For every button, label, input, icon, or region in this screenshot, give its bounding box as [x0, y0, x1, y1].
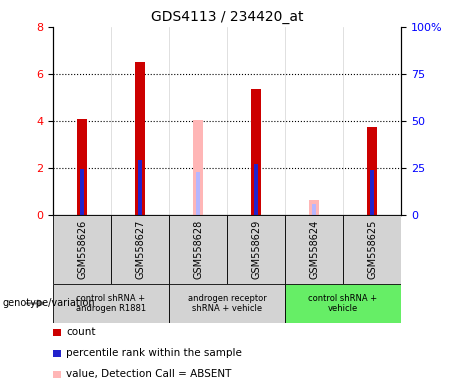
FancyBboxPatch shape	[285, 284, 401, 323]
Bar	[370, 170, 374, 215]
FancyBboxPatch shape	[111, 215, 169, 284]
Text: GSM558624: GSM558624	[309, 220, 319, 279]
FancyBboxPatch shape	[343, 215, 401, 284]
Text: control shRNA +
vehicle: control shRNA + vehicle	[308, 294, 378, 313]
Bar	[138, 160, 142, 215]
Text: GSM558629: GSM558629	[251, 220, 261, 279]
Bar	[80, 169, 84, 215]
FancyBboxPatch shape	[53, 284, 169, 323]
Text: value, Detection Call = ABSENT: value, Detection Call = ABSENT	[66, 369, 231, 379]
FancyBboxPatch shape	[169, 215, 227, 284]
FancyBboxPatch shape	[285, 215, 343, 284]
Text: androgen receptor
shRNA + vehicle: androgen receptor shRNA + vehicle	[188, 294, 266, 313]
Bar	[196, 172, 200, 215]
Bar	[367, 127, 377, 215]
Text: genotype/variation: genotype/variation	[2, 298, 95, 308]
Title: GDS4113 / 234420_at: GDS4113 / 234420_at	[151, 10, 303, 25]
Text: GSM558627: GSM558627	[135, 220, 145, 279]
Bar	[312, 204, 316, 215]
Bar	[251, 89, 261, 215]
Text: percentile rank within the sample: percentile rank within the sample	[66, 348, 242, 358]
Text: count: count	[66, 327, 95, 337]
Text: GSM558628: GSM558628	[193, 220, 203, 279]
Bar	[193, 120, 203, 215]
FancyBboxPatch shape	[227, 215, 285, 284]
FancyBboxPatch shape	[53, 215, 111, 284]
Text: control shRNA +
androgen R1881: control shRNA + androgen R1881	[76, 294, 146, 313]
Bar	[309, 200, 319, 215]
Text: GSM558625: GSM558625	[367, 220, 377, 279]
FancyBboxPatch shape	[169, 284, 285, 323]
Bar	[254, 164, 258, 215]
Text: GSM558626: GSM558626	[77, 220, 87, 279]
Bar	[77, 119, 87, 215]
Bar	[135, 62, 145, 215]
